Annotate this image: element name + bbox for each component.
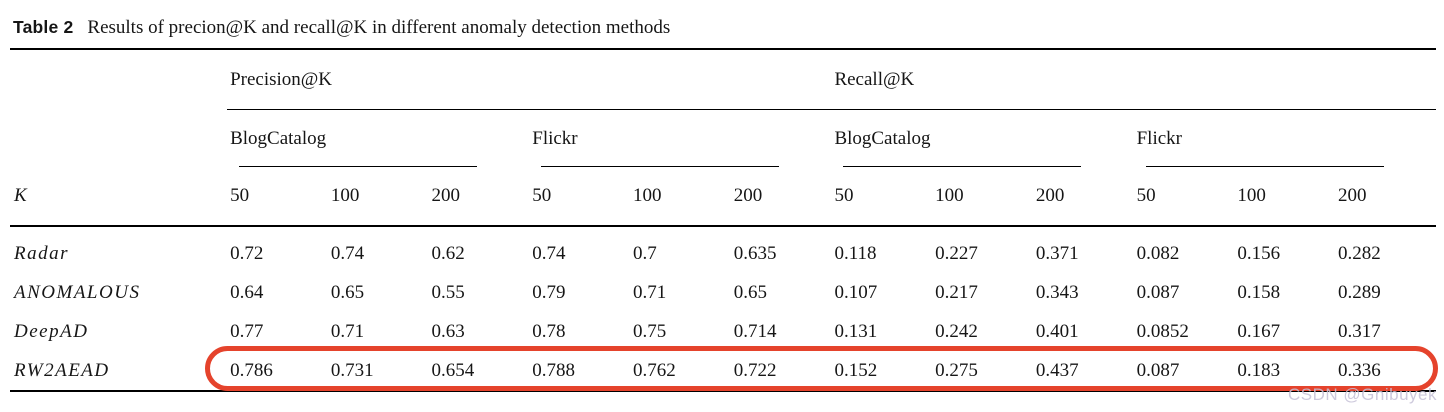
result-cell: 0.75 xyxy=(632,320,667,342)
result-cell: 0.654 xyxy=(431,359,475,381)
table-row-rw2aead-highlighted: RW2AEAD 0.786 0.731 0.654 0.788 0.762 0.… xyxy=(10,351,1436,391)
dataset-header-blogcatalog-recall: BlogCatalog xyxy=(831,110,1133,168)
results-table: Precision@K Recall@K BlogCatalog Flickr … xyxy=(10,48,1436,392)
result-cell: 0.082 xyxy=(1136,242,1180,264)
result-cell: 0.731 xyxy=(330,359,374,381)
k-col-header: 50 xyxy=(529,167,630,227)
result-cell: 0.087 xyxy=(1136,359,1180,381)
result-cell: 0.371 xyxy=(1035,242,1079,264)
empty-cell xyxy=(10,110,227,168)
result-cell: 0.65 xyxy=(330,281,365,303)
method-name: Radar xyxy=(14,242,69,264)
k-label: K xyxy=(10,167,228,227)
result-cell: 0.437 xyxy=(1035,359,1079,381)
result-cell: 0.227 xyxy=(935,242,978,264)
k-col-header: 50 xyxy=(1133,167,1235,227)
result-cell: 0.152 xyxy=(834,359,878,381)
k-col-header: 100 xyxy=(327,167,429,227)
dataset-row: BlogCatalog Flickr BlogCatalog Flickr xyxy=(10,110,1436,168)
k-col-header: 100 xyxy=(629,167,731,227)
result-cell: 0.62 xyxy=(431,242,465,264)
k-col-header: 100 xyxy=(1234,167,1336,227)
group-header-precision: Precision@K xyxy=(227,49,832,110)
dataset-header-blogcatalog-precision: BlogCatalog xyxy=(227,110,529,168)
table-row-radar: Radar 0.72 0.74 0.62 0.74 0.7 0.635 0.11… xyxy=(10,226,1436,273)
table-caption-text: Results of precion@K and recall@K in dif… xyxy=(87,17,671,38)
method-name: RW2AEAD xyxy=(14,359,110,381)
result-cell: 0.635 xyxy=(733,242,777,264)
k-col-header: 50 xyxy=(831,167,933,227)
result-cell: 0.118 xyxy=(834,242,877,264)
result-cell: 0.722 xyxy=(733,359,777,381)
result-cell: 0.167 xyxy=(1237,320,1281,342)
dataset-header-flickr-recall: Flickr xyxy=(1134,110,1436,168)
k-col-header: 200 xyxy=(428,167,530,227)
table-row-anomalous: ANOMALOUS 0.64 0.65 0.55 0.79 0.71 0.65 … xyxy=(10,273,1436,312)
result-cell: 0.74 xyxy=(330,242,365,264)
result-cell: 0.71 xyxy=(632,281,667,303)
result-cell: 0.183 xyxy=(1237,359,1281,381)
k-header-row: K 50 100 200 50 100 200 50 100 200 50 10… xyxy=(10,167,1436,227)
result-cell: 0.0852 xyxy=(1136,320,1189,342)
result-cell: 0.087 xyxy=(1136,281,1180,303)
table-caption-label: Table 2 xyxy=(13,17,74,37)
empty-corner-cell xyxy=(10,49,227,110)
k-col-header: 200 xyxy=(1032,167,1134,227)
result-cell: 0.343 xyxy=(1035,281,1079,303)
result-cell: 0.401 xyxy=(1035,320,1079,342)
result-cell: 0.242 xyxy=(935,320,978,342)
result-cell: 0.55 xyxy=(431,281,465,303)
method-name: ANOMALOUS xyxy=(14,281,141,303)
result-cell: 0.336 xyxy=(1338,359,1381,381)
result-cell: 0.762 xyxy=(632,359,676,381)
method-name: DeepAD xyxy=(14,320,89,342)
group-header-recall: Recall@K xyxy=(831,49,1436,110)
result-cell: 0.156 xyxy=(1237,242,1281,264)
k-col-header: 50 xyxy=(227,167,328,227)
result-cell: 0.217 xyxy=(935,281,978,303)
result-cell: 0.107 xyxy=(834,281,878,303)
watermark: CSDN @Gnibuyek xyxy=(1288,385,1437,404)
result-cell: 0.74 xyxy=(532,242,566,264)
metric-group-row: Precision@K Recall@K xyxy=(10,49,1436,110)
result-cell: 0.131 xyxy=(834,320,878,342)
result-cell: 0.714 xyxy=(733,320,777,342)
table-caption: Table 2 Results of precion@K and recall@K… xyxy=(13,17,670,39)
table-row-deepad: DeepAD 0.77 0.71 0.63 0.78 0.75 0.714 0.… xyxy=(10,312,1436,351)
result-cell: 0.786 xyxy=(230,359,273,381)
k-col-header: 200 xyxy=(730,167,832,227)
result-cell: 0.65 xyxy=(733,281,767,303)
dataset-header-flickr-precision: Flickr xyxy=(529,110,831,168)
result-cell: 0.282 xyxy=(1338,242,1381,264)
result-cell: 0.78 xyxy=(532,320,566,342)
result-cell: 0.64 xyxy=(230,281,264,303)
result-cell: 0.289 xyxy=(1338,281,1381,303)
result-cell: 0.71 xyxy=(330,320,365,342)
result-cell: 0.788 xyxy=(532,359,575,381)
result-cell: 0.7 xyxy=(632,242,657,264)
result-cell: 0.158 xyxy=(1237,281,1281,303)
result-cell: 0.72 xyxy=(230,242,264,264)
result-cell: 0.77 xyxy=(230,320,264,342)
result-cell: 0.317 xyxy=(1338,320,1381,342)
result-cell: 0.79 xyxy=(532,281,566,303)
result-cell: 0.275 xyxy=(935,359,978,381)
k-col-header: 200 xyxy=(1335,167,1436,227)
result-cell: 0.63 xyxy=(431,320,465,342)
k-col-header: 100 xyxy=(932,167,1033,227)
